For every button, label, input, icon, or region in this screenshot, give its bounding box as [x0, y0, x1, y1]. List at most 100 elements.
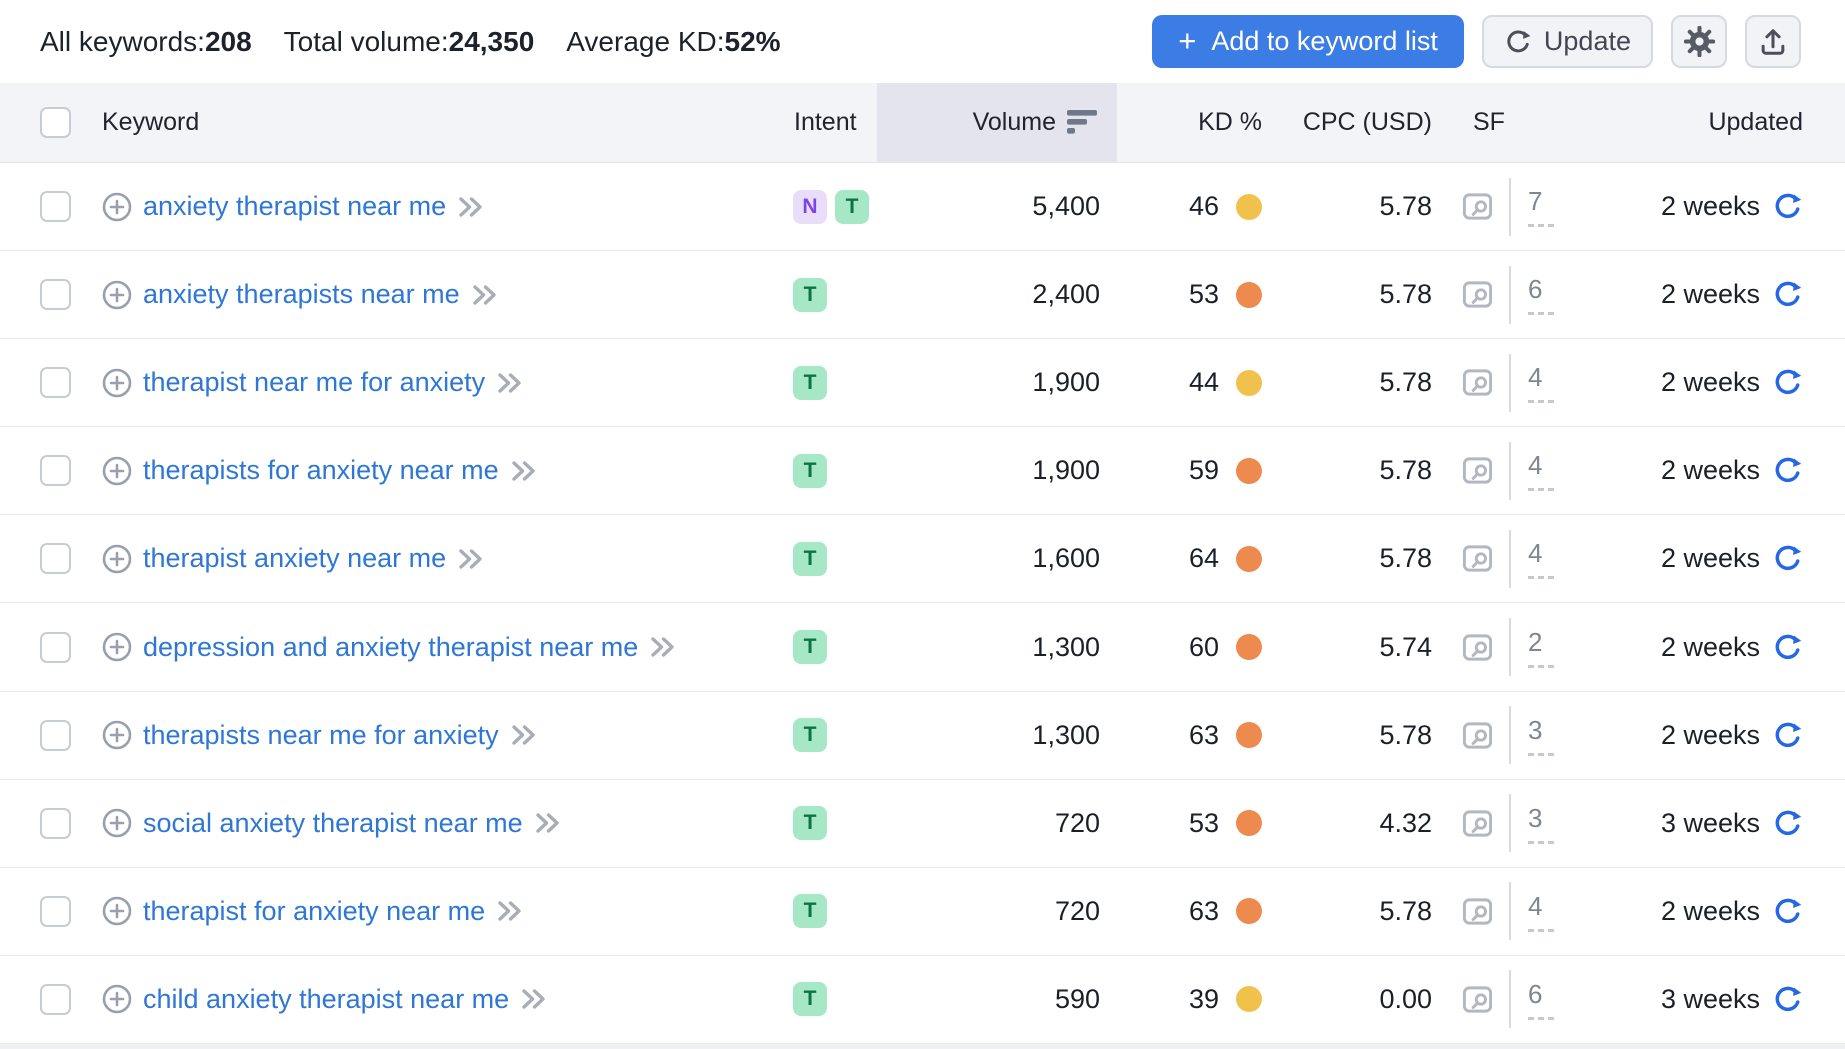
serp-features-icon[interactable]: [1462, 632, 1493, 663]
export-button[interactable]: [1745, 15, 1801, 68]
row-checkbox[interactable]: [40, 631, 71, 663]
double-chevron-icon[interactable]: [496, 370, 524, 396]
column-header-keyword[interactable]: Keyword: [102, 108, 200, 136]
row-refresh-button[interactable]: [1772, 191, 1803, 222]
row-checkbox[interactable]: [40, 455, 71, 487]
cpc-value: 5.78: [1379, 719, 1432, 750]
add-keyword-plus-icon[interactable]: [102, 720, 132, 750]
double-chevron-icon[interactable]: [510, 458, 538, 484]
row-refresh-button[interactable]: [1772, 632, 1803, 663]
sf-count[interactable]: 6: [1528, 979, 1554, 1020]
kd-value: 53: [1188, 279, 1219, 310]
intent-badges: T: [790, 515, 877, 602]
keyword-link[interactable]: child anxiety therapist near me: [143, 983, 510, 1014]
row-refresh-button[interactable]: [1772, 455, 1803, 486]
keyword-link[interactable]: therapist for anxiety near me: [143, 895, 486, 926]
updated-value: 3 weeks: [1660, 807, 1760, 838]
sf-count[interactable]: 2: [1528, 627, 1554, 668]
kd-value: 39: [1188, 983, 1219, 1014]
sf-count[interactable]: 3: [1528, 803, 1554, 844]
serp-features-icon[interactable]: [1462, 808, 1493, 839]
keyword-link[interactable]: therapist anxiety near me: [143, 543, 447, 574]
row-checkbox[interactable]: [40, 719, 71, 751]
serp-features-icon[interactable]: [1462, 984, 1493, 1015]
add-keyword-plus-icon[interactable]: [102, 896, 132, 926]
row-checkbox[interactable]: [40, 367, 71, 399]
row-checkbox[interactable]: [40, 895, 71, 927]
sf-count[interactable]: 4: [1528, 362, 1554, 404]
row-checkbox[interactable]: [40, 983, 71, 1015]
intent-badges: T: [790, 780, 877, 867]
row-refresh-button[interactable]: [1772, 984, 1803, 1015]
kd-dot: [1236, 193, 1262, 220]
sf-count[interactable]: 4: [1528, 538, 1554, 580]
sf-divider: [1509, 706, 1511, 765]
double-chevron-icon[interactable]: [496, 898, 524, 924]
serp-features-icon[interactable]: [1462, 191, 1493, 222]
gear-icon: [1683, 26, 1715, 57]
add-keyword-plus-icon[interactable]: [102, 544, 132, 574]
sf-count[interactable]: 6: [1528, 274, 1554, 316]
keyword-link[interactable]: therapists for anxiety near me: [143, 455, 499, 486]
row-refresh-button[interactable]: [1772, 808, 1803, 839]
add-keyword-plus-icon[interactable]: [102, 368, 132, 398]
table-row: therapist for anxiety near me T 720 63 5…: [0, 867, 1845, 956]
serp-features-icon[interactable]: [1462, 455, 1493, 486]
add-keyword-plus-icon[interactable]: [102, 192, 132, 222]
column-header-cpc[interactable]: CPC (USD): [1302, 108, 1432, 136]
add-keyword-plus-icon[interactable]: [102, 456, 132, 486]
keyword-link[interactable]: anxiety therapists near me: [143, 279, 460, 310]
select-all-checkbox[interactable]: [40, 107, 71, 138]
double-chevron-icon[interactable]: [534, 810, 562, 836]
row-checkbox[interactable]: [40, 191, 71, 223]
keyword-link[interactable]: anxiety therapist near me: [143, 191, 447, 222]
row-checkbox[interactable]: [40, 279, 71, 311]
keyword-link[interactable]: depression and anxiety therapist near me: [143, 631, 639, 662]
sf-count[interactable]: 4: [1528, 450, 1554, 492]
row-refresh-button[interactable]: [1772, 896, 1803, 927]
add-keyword-plus-icon[interactable]: [102, 984, 132, 1014]
sf-divider: [1509, 794, 1511, 853]
kd-dot: [1236, 722, 1262, 749]
serp-features-icon[interactable]: [1462, 543, 1493, 574]
add-keyword-plus-icon[interactable]: [102, 808, 132, 838]
keyword-link[interactable]: therapist near me for anxiety: [143, 367, 486, 398]
double-chevron-icon[interactable]: [471, 282, 499, 308]
column-header-volume[interactable]: Volume: [877, 83, 1117, 162]
column-header-sf[interactable]: SF: [1473, 108, 1505, 136]
serp-features-icon[interactable]: [1462, 896, 1493, 927]
intent-badges: T: [790, 603, 877, 690]
double-chevron-icon[interactable]: [510, 722, 538, 748]
serp-features-icon[interactable]: [1462, 367, 1493, 398]
serp-features-icon[interactable]: [1462, 279, 1493, 310]
add-keyword-plus-icon[interactable]: [102, 280, 132, 310]
column-header-kd[interactable]: KD %: [1198, 108, 1262, 136]
kd-value: 63: [1188, 895, 1219, 926]
row-refresh-button[interactable]: [1772, 367, 1803, 398]
table-row: therapists for anxiety near me T 1,900 5…: [0, 427, 1845, 516]
add-keyword-plus-icon[interactable]: [102, 632, 132, 662]
row-checkbox[interactable]: [40, 543, 71, 575]
column-header-intent[interactable]: Intent: [794, 108, 857, 136]
double-chevron-icon[interactable]: [520, 986, 548, 1012]
add-to-keyword-list-button[interactable]: + Add to keyword list: [1152, 15, 1464, 68]
double-chevron-icon[interactable]: [457, 194, 485, 220]
sf-count[interactable]: 3: [1528, 715, 1554, 756]
stat-total-volume: Total volume:24,350: [283, 25, 535, 57]
row-refresh-button[interactable]: [1772, 720, 1803, 751]
row-refresh-button[interactable]: [1772, 279, 1803, 310]
sf-count[interactable]: 4: [1528, 891, 1554, 932]
keyword-link[interactable]: therapists near me for anxiety: [143, 719, 499, 750]
keyword-link[interactable]: social anxiety therapist near me: [143, 807, 523, 838]
double-chevron-icon[interactable]: [649, 634, 677, 660]
sf-count[interactable]: 7: [1528, 186, 1554, 228]
row-refresh-button[interactable]: [1772, 543, 1803, 574]
double-chevron-icon[interactable]: [457, 546, 485, 572]
intent-badge-t: T: [793, 277, 827, 312]
update-button[interactable]: Update: [1481, 15, 1653, 68]
table-row: anxiety therapists near me T 2,400 53 5.…: [0, 251, 1845, 340]
column-header-updated[interactable]: Updated: [1708, 108, 1803, 136]
settings-button[interactable]: [1671, 15, 1727, 68]
row-checkbox[interactable]: [40, 807, 71, 839]
serp-features-icon[interactable]: [1462, 720, 1493, 751]
